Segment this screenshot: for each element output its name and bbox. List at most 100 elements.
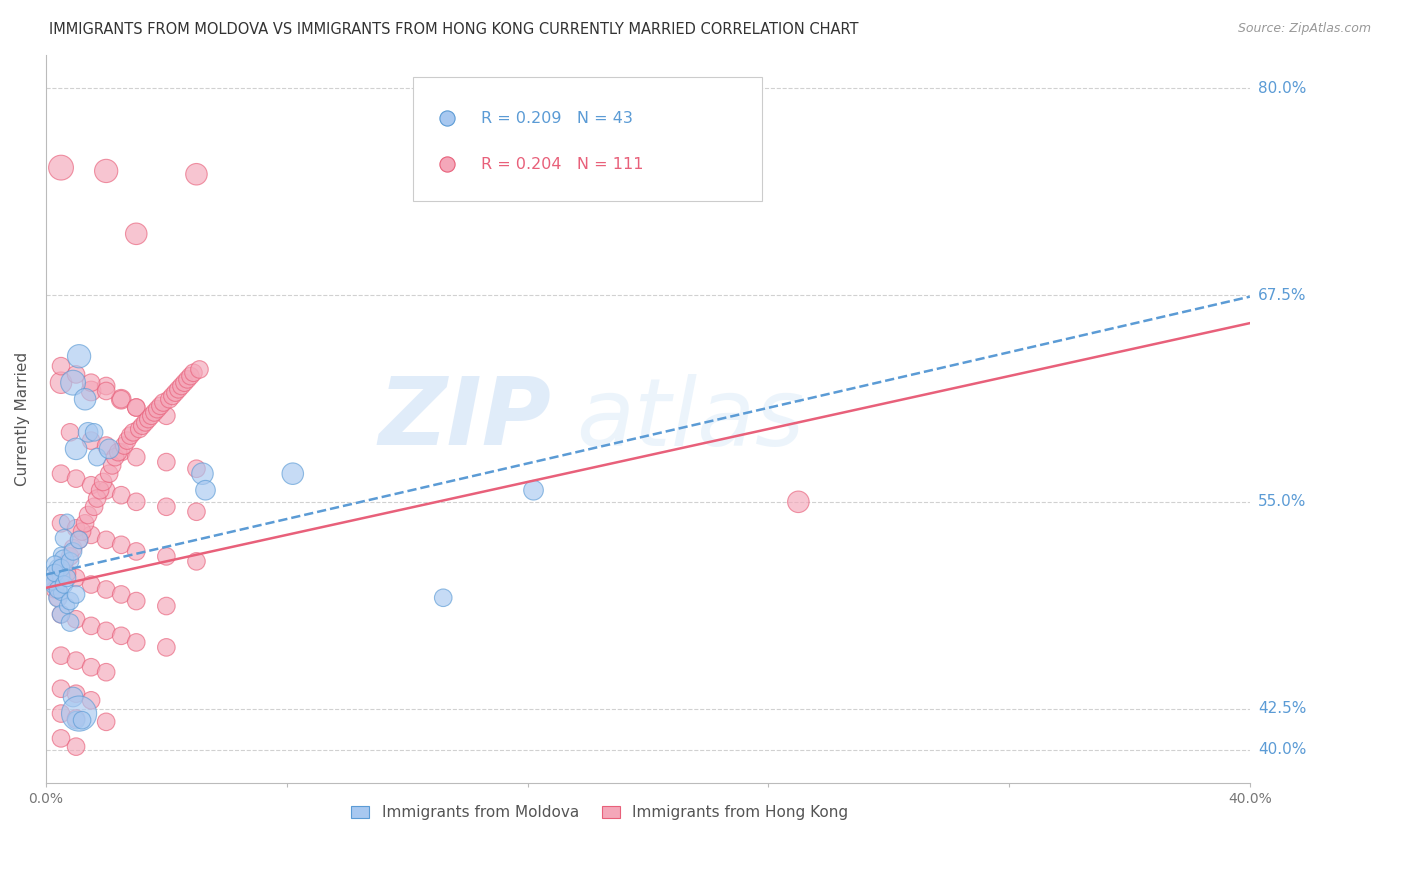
Point [41,574,63,589]
Point [67,533,90,547]
Point [194,483,217,498]
Point [56,571,79,585]
Point [155,599,177,613]
Point [46,591,69,605]
Point [186,461,208,475]
Point [143,405,166,419]
Y-axis label: Currently Married: Currently Married [15,352,30,486]
Point [96,379,118,393]
Point [125,401,148,415]
Point [53,531,76,545]
Point [49,161,72,175]
Point [67,533,90,547]
Point [89,483,111,498]
Point [155,409,177,423]
Point [65,654,87,668]
Point [49,586,72,600]
Point [62,690,84,704]
Point [49,548,72,562]
Point [155,640,177,655]
Point [46,561,69,575]
Legend: Immigrants from Moldova, Immigrants from Hong Kong: Immigrants from Moldova, Immigrants from… [344,799,855,826]
Point [56,599,79,613]
Point [157,392,180,407]
Point [107,445,129,459]
Point [75,392,97,407]
Point [96,164,118,178]
Point [59,615,82,630]
Point [191,467,214,481]
Point [155,549,177,564]
Point [75,516,97,531]
Point [179,369,201,384]
Point [96,714,118,729]
Point [91,475,114,489]
Point [77,425,100,440]
Point [152,395,174,409]
Point [65,442,87,456]
Point [1036,0,1059,12]
Point [183,366,205,380]
Point [134,416,156,430]
Point [110,488,132,502]
Point [173,376,195,390]
Point [125,544,148,558]
Point [131,418,153,433]
Point [59,594,82,608]
Point [155,455,177,469]
Point [110,392,132,407]
Point [49,516,72,531]
Point [83,425,105,440]
Point [110,392,132,407]
Text: ZIP: ZIP [378,373,551,465]
Point [110,629,132,643]
Point [162,389,184,403]
Point [59,425,82,440]
Text: 40.0%: 40.0% [1258,742,1306,757]
Point [125,495,148,509]
Point [65,368,87,382]
Text: 67.5%: 67.5% [1258,287,1306,302]
Point [80,619,103,633]
Point [49,607,72,622]
Point [96,384,118,398]
Point [101,458,124,473]
Point [112,439,135,453]
Point [80,660,103,674]
Text: IMMIGRANTS FROM MOLDOVA VS IMMIGRANTS FROM HONG KONG CURRENTLY MARRIED CORRELATI: IMMIGRANTS FROM MOLDOVA VS IMMIGRANTS FR… [49,22,859,37]
Point [49,561,72,575]
Point [49,648,72,663]
Point [65,712,87,726]
Point [167,382,190,396]
Point [125,594,148,608]
Point [49,681,72,696]
Point [432,591,454,605]
Point [65,612,87,626]
Point [65,571,87,585]
Point [522,483,544,498]
Point [141,409,163,423]
Point [80,384,103,398]
Point [96,533,118,547]
Point [59,554,82,568]
Point [59,549,82,564]
Point [186,554,208,568]
Point [186,167,208,181]
Point [49,467,72,481]
Point [96,483,118,498]
Point [62,541,84,555]
Point [70,524,93,539]
Point [125,635,148,649]
Point [176,372,198,386]
Point [80,528,103,542]
Point [98,442,121,456]
Text: 80.0%: 80.0% [1258,81,1306,95]
Point [104,450,127,464]
Point [125,450,148,464]
Point [170,379,193,393]
Point [53,558,76,572]
Point [165,385,187,400]
Point [128,422,150,436]
Point [65,713,87,727]
Text: Source: ZipAtlas.com: Source: ZipAtlas.com [1237,22,1371,36]
